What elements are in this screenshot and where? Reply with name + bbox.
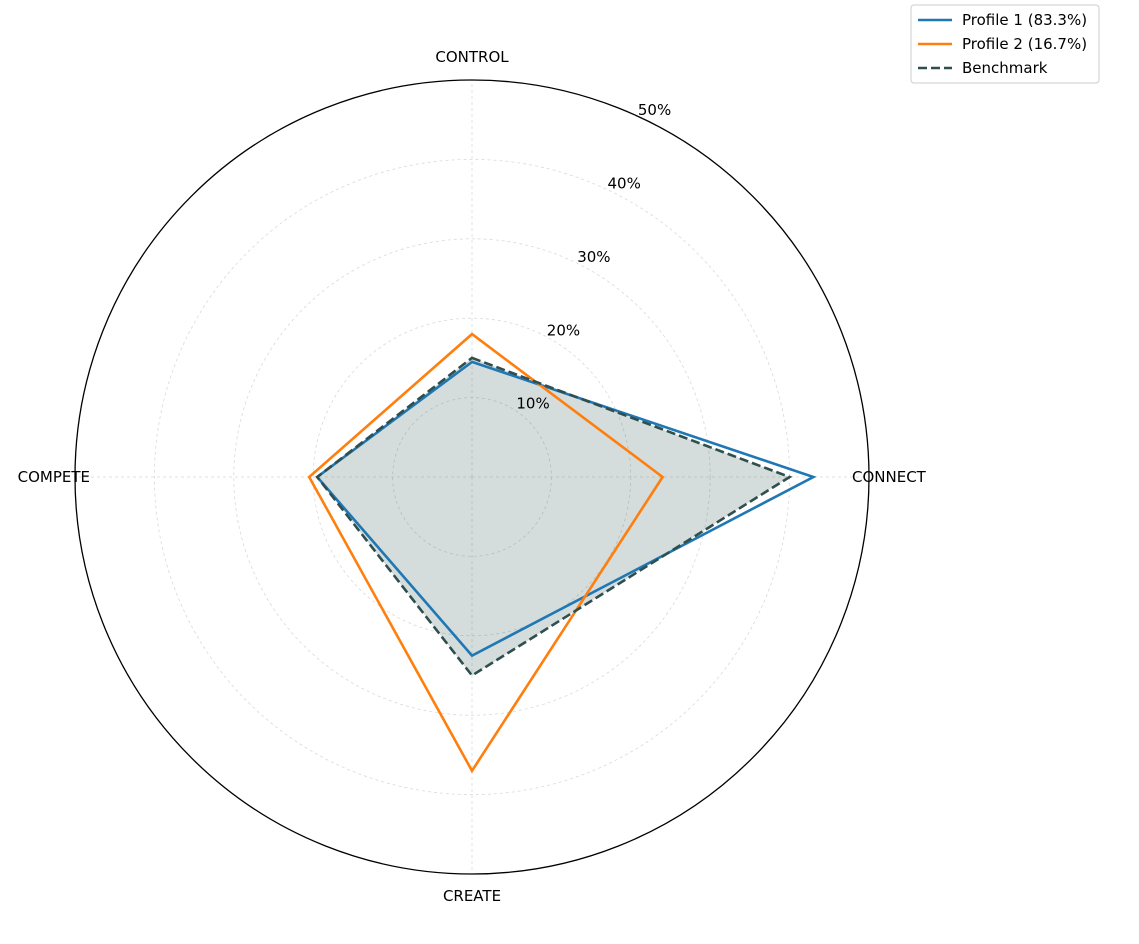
r-tick-label-40: 40%: [608, 175, 641, 193]
axis-label-create: CREATE: [443, 887, 501, 905]
series-layer: [307, 332, 817, 774]
r-tick-label-10: 10%: [516, 395, 549, 413]
legend-label-2: Benchmark: [962, 59, 1048, 77]
grid-layer: [74, 79, 870, 875]
series-line-2: [315, 356, 793, 678]
r-tick-label-20: 20%: [547, 321, 580, 339]
legend-label-0: Profile 1 (83.3%): [962, 11, 1087, 29]
r-tick-label-30: 30%: [577, 248, 610, 266]
outer-frame: [74, 79, 870, 875]
axis-label-control: CONTROL: [435, 48, 509, 66]
legend: Profile 1 (83.3%) Profile 2 (16.7%) Benchm…: [910, 4, 1100, 84]
legend-box: [910, 4, 1100, 84]
legend-label-1: Profile 2 (16.7%): [962, 35, 1087, 53]
label-layer: CONTROL CONNECT CREATE COMPETE 10% 20% 30% 40% 5…: [18, 48, 927, 905]
series-fill-2: [317, 357, 790, 676]
r-tick-label-50: 50%: [638, 101, 671, 119]
axis-label-connect: CONNECT: [852, 468, 927, 486]
grid-circle-30: [233, 238, 711, 716]
series-line-1: [307, 332, 665, 774]
axis-label-compete: COMPETE: [18, 468, 90, 486]
